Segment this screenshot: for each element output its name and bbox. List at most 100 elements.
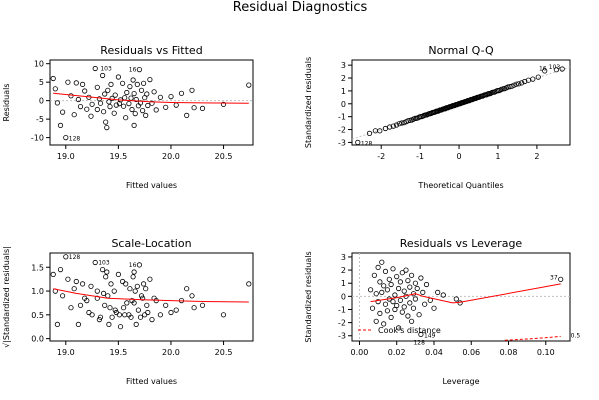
data-point bbox=[414, 285, 420, 292]
data-point bbox=[435, 289, 441, 295]
point-annotation: 16 bbox=[129, 67, 137, 74]
data-point bbox=[132, 288, 138, 294]
data-point bbox=[126, 101, 132, 107]
data-point bbox=[128, 314, 134, 320]
data-point bbox=[384, 308, 390, 314]
point-annotation: 16 bbox=[129, 262, 137, 269]
x-tick-label: 0.00 bbox=[351, 348, 369, 357]
y-tick-label: 5 bbox=[39, 78, 44, 87]
data-point bbox=[394, 273, 400, 280]
data-point bbox=[63, 254, 69, 260]
data-point bbox=[136, 67, 142, 73]
data-point bbox=[101, 109, 107, 115]
data-point bbox=[107, 104, 113, 110]
x-tick-label: 19.5 bbox=[109, 348, 127, 357]
data-point bbox=[147, 77, 153, 83]
data-point bbox=[115, 74, 122, 80]
data-point bbox=[407, 284, 413, 290]
data-point bbox=[80, 81, 86, 88]
panel-title: Scale-Location bbox=[111, 237, 191, 250]
data-point bbox=[144, 91, 150, 97]
y-tick-label: -10 bbox=[31, 134, 44, 143]
data-point bbox=[63, 135, 69, 141]
y-tick-label: 0.5 bbox=[31, 311, 44, 320]
data-point bbox=[127, 84, 133, 90]
data-point bbox=[103, 119, 109, 125]
data-point bbox=[134, 283, 140, 289]
data-point bbox=[131, 300, 137, 306]
x-tick-label: 19.0 bbox=[57, 152, 75, 161]
data-point bbox=[173, 307, 179, 313]
x-tick-label: 20.5 bbox=[215, 348, 233, 357]
data-point bbox=[408, 318, 415, 324]
data-point bbox=[147, 276, 153, 282]
data-point bbox=[387, 124, 393, 130]
data-point bbox=[418, 275, 424, 281]
data-point bbox=[373, 318, 379, 324]
x-tick-label: 19.0 bbox=[57, 348, 75, 357]
x-tick-label: -2 bbox=[377, 152, 385, 161]
data-point bbox=[395, 325, 402, 331]
data-point bbox=[68, 93, 74, 99]
point-annotation: 128 bbox=[69, 136, 81, 143]
data-point bbox=[392, 292, 398, 298]
point-annotation: 128 bbox=[361, 140, 373, 147]
data-point bbox=[367, 287, 374, 293]
data-point bbox=[393, 122, 400, 128]
data-point bbox=[102, 302, 108, 308]
data-point bbox=[384, 287, 390, 293]
data-point bbox=[105, 87, 111, 93]
data-point bbox=[75, 321, 82, 327]
data-point bbox=[405, 118, 411, 124]
data-point bbox=[191, 105, 197, 111]
data-point bbox=[157, 312, 163, 318]
data-point bbox=[178, 90, 185, 96]
x-tick-label: 2 bbox=[534, 152, 539, 161]
x-tick-label: 0 bbox=[457, 152, 462, 161]
data-point bbox=[141, 281, 147, 287]
data-point bbox=[131, 122, 137, 129]
data-point bbox=[117, 324, 124, 330]
y-tick-label: 1 bbox=[341, 279, 346, 288]
y-tick-label: 0.0 bbox=[31, 335, 44, 344]
data-point bbox=[111, 288, 117, 294]
data-point bbox=[423, 281, 430, 288]
data-point bbox=[371, 272, 377, 278]
data-point bbox=[113, 102, 119, 108]
data-point bbox=[111, 110, 117, 116]
data-point bbox=[559, 66, 565, 72]
data-point bbox=[50, 75, 56, 82]
data-point bbox=[59, 293, 66, 299]
data-point bbox=[220, 312, 227, 318]
y-tick-label: 1 bbox=[341, 87, 346, 96]
point-annotation: 149 bbox=[424, 332, 436, 339]
x-tick-label: 0.10 bbox=[537, 348, 555, 357]
data-point bbox=[121, 103, 127, 109]
y-tick-label: -3 bbox=[338, 332, 346, 341]
data-point bbox=[97, 314, 104, 320]
data-point bbox=[54, 321, 61, 327]
data-point bbox=[382, 301, 389, 307]
data-point bbox=[124, 89, 130, 96]
x-tick-label: 19.5 bbox=[109, 152, 127, 161]
panel-residuals-vs-fitted: Residuals vs Fitted Fitted values Residual… bbox=[2, 44, 254, 190]
data-point bbox=[71, 112, 77, 118]
data-point bbox=[131, 269, 137, 275]
data-point bbox=[131, 91, 137, 97]
point-annotation: 103 bbox=[549, 64, 561, 71]
point-annotation: 103 bbox=[98, 260, 110, 267]
data-point bbox=[100, 266, 106, 273]
data-point bbox=[440, 292, 446, 298]
data-point bbox=[109, 95, 115, 102]
x-tick-label: 0.06 bbox=[462, 348, 480, 357]
y-axis-label: √|Standardized residuals| bbox=[2, 246, 11, 348]
data-point bbox=[420, 289, 426, 295]
point-annotation: 128 bbox=[69, 254, 81, 261]
data-point bbox=[143, 286, 149, 292]
plot-frame bbox=[351, 252, 571, 342]
data-point bbox=[373, 291, 379, 297]
data-point bbox=[405, 313, 411, 319]
data-point bbox=[89, 312, 95, 318]
data-point bbox=[397, 279, 403, 285]
y-tick-label: 2 bbox=[341, 266, 346, 275]
